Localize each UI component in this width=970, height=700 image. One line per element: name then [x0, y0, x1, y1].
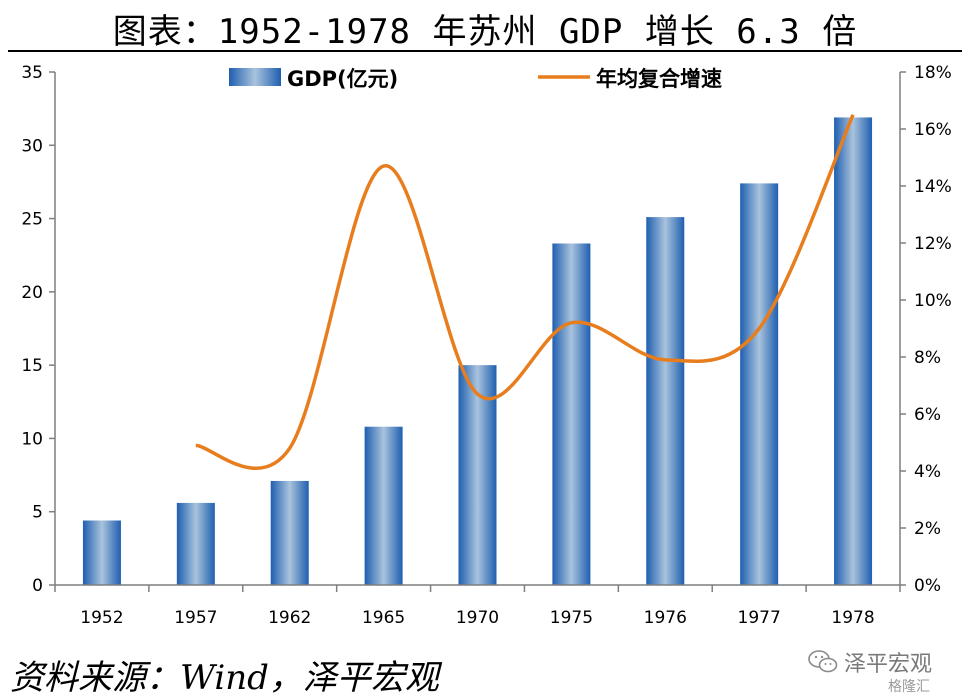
right-tick-label: 6% — [914, 405, 941, 425]
x-tick-label: 1952 — [80, 608, 123, 628]
left-tick-label: 0 — [32, 576, 43, 596]
gdp-bar — [646, 217, 685, 585]
left-tick-label: 15 — [21, 356, 43, 376]
growth-line — [195, 114, 855, 470]
legend-line-label: 年均复合增速 — [596, 67, 722, 91]
gdp-bar — [740, 183, 779, 585]
source-note: 资料来源：Wind，泽平宏观 — [10, 658, 439, 698]
left-tick-label: 5 — [32, 503, 43, 523]
left-tick-label: 25 — [21, 210, 43, 230]
gdp-bar — [82, 520, 121, 585]
legend-bar-swatch — [229, 68, 281, 86]
right-tick-label: 2% — [914, 519, 941, 539]
watermark-text: 泽平宏观 — [844, 652, 933, 677]
legend-bar-label: GDP(亿元) — [287, 67, 398, 91]
axes: 0 5 10 15 20 25 30 35 0% 2% 4% 6% 8% 10% 12% 14% 16% 18% 1… — [21, 63, 951, 628]
x-tick-label: 1977 — [738, 608, 781, 628]
gdp-bar — [834, 117, 873, 586]
bar-series — [82, 117, 873, 586]
chart: 0 5 10 15 20 25 30 35 0% 2% 4% 6% 8% 10% 12% 14% 16% 18% 1… — [21, 63, 951, 628]
right-tick-label: 12% — [914, 234, 952, 254]
left-tick-label: 20 — [21, 283, 43, 303]
gdp-bar — [270, 480, 309, 585]
wechat-icon — [808, 650, 838, 673]
right-tick-label: 8% — [914, 348, 941, 368]
left-tick-label: 35 — [21, 63, 43, 83]
title-rule — [8, 50, 962, 52]
legend: GDP(亿元) 年均复合增速 — [229, 67, 722, 91]
watermark: 泽平宏观 — [808, 646, 932, 678]
right-tick-label: 18% — [914, 63, 952, 83]
right-tick-label: 10% — [914, 291, 952, 311]
gdp-bar — [552, 243, 591, 585]
gdp-bar — [458, 365, 497, 585]
right-tick-label: 14% — [914, 177, 952, 197]
gdp-bar — [364, 426, 403, 585]
watermark-sub: 格隆汇 — [888, 679, 930, 695]
right-tick-label: 4% — [914, 462, 941, 482]
x-tick-label: 1962 — [268, 608, 311, 628]
x-tick-label: 1976 — [644, 608, 687, 628]
x-tick-label: 1975 — [550, 608, 593, 628]
gdp-bar — [176, 502, 215, 585]
chart-title: 图表：1952-1978 年苏州 GDP 增长 6.3 倍 — [112, 12, 858, 52]
x-tick-label: 1965 — [362, 608, 405, 628]
right-tick-label: 16% — [914, 120, 952, 140]
left-tick-label: 30 — [21, 136, 43, 156]
x-tick-label: 1978 — [831, 608, 874, 628]
x-tick-label: 1970 — [456, 608, 499, 628]
x-tick-label: 1957 — [174, 608, 217, 628]
right-tick-label: 0% — [914, 576, 941, 596]
left-tick-label: 10 — [21, 429, 43, 449]
